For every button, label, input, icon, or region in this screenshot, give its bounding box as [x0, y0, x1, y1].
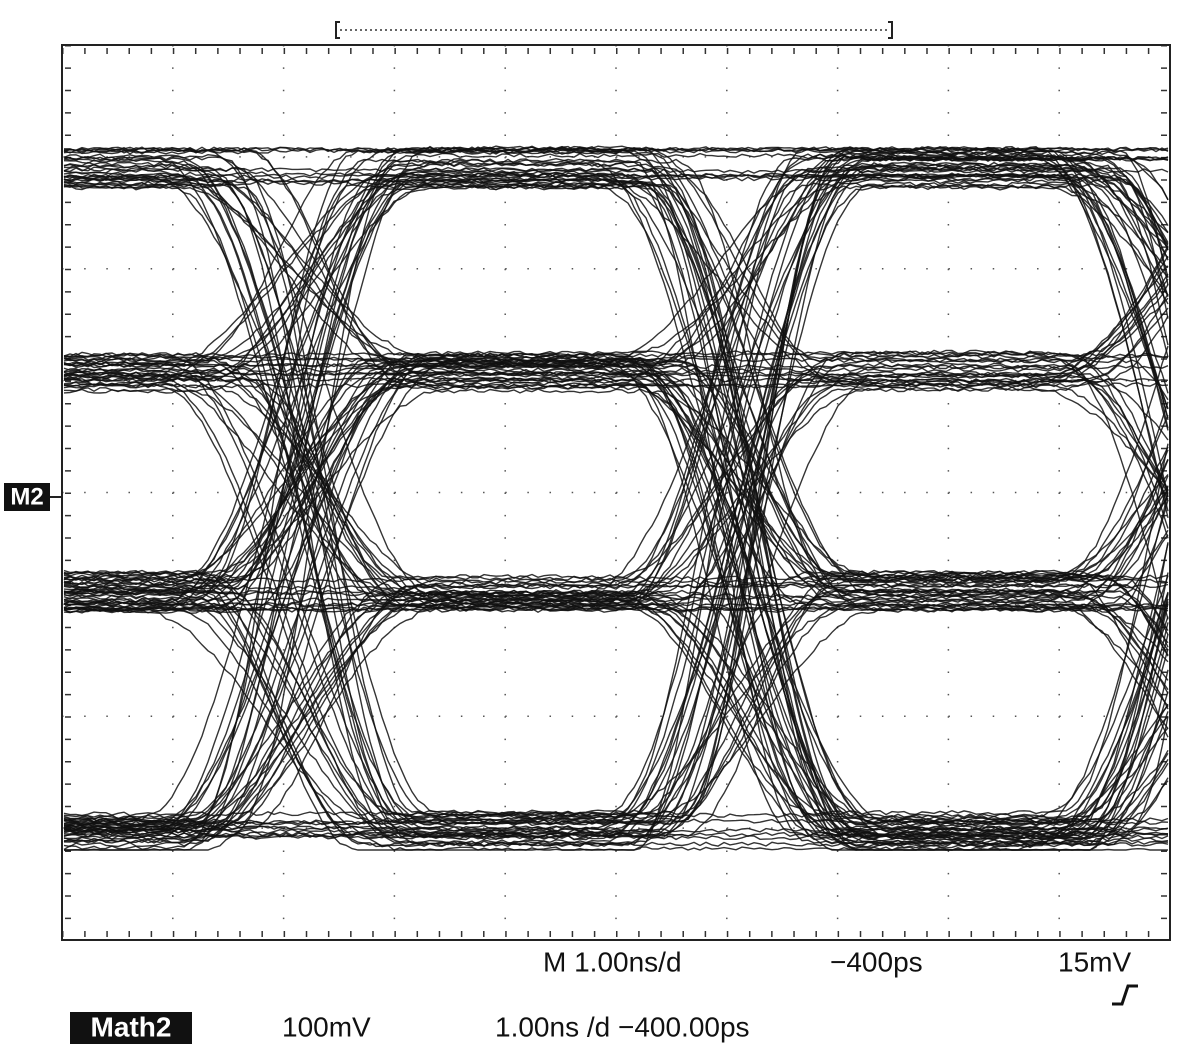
readout-channel: Math2 [91, 1011, 172, 1042]
status-timebase: M 1.00ns/d [543, 946, 682, 977]
channel-marker: M2 [10, 483, 43, 510]
readout-scale: 100mV [282, 1011, 371, 1042]
status-position: −400ps [830, 946, 923, 977]
status-trigger-level: 15mV [1058, 946, 1131, 977]
readout-timebase: 1.00ns /d −400.00ps [495, 1011, 750, 1042]
scope-screen: M2 M 1.00ns/d −400ps 15mV Math2 100mV 1.… [0, 0, 1188, 1047]
